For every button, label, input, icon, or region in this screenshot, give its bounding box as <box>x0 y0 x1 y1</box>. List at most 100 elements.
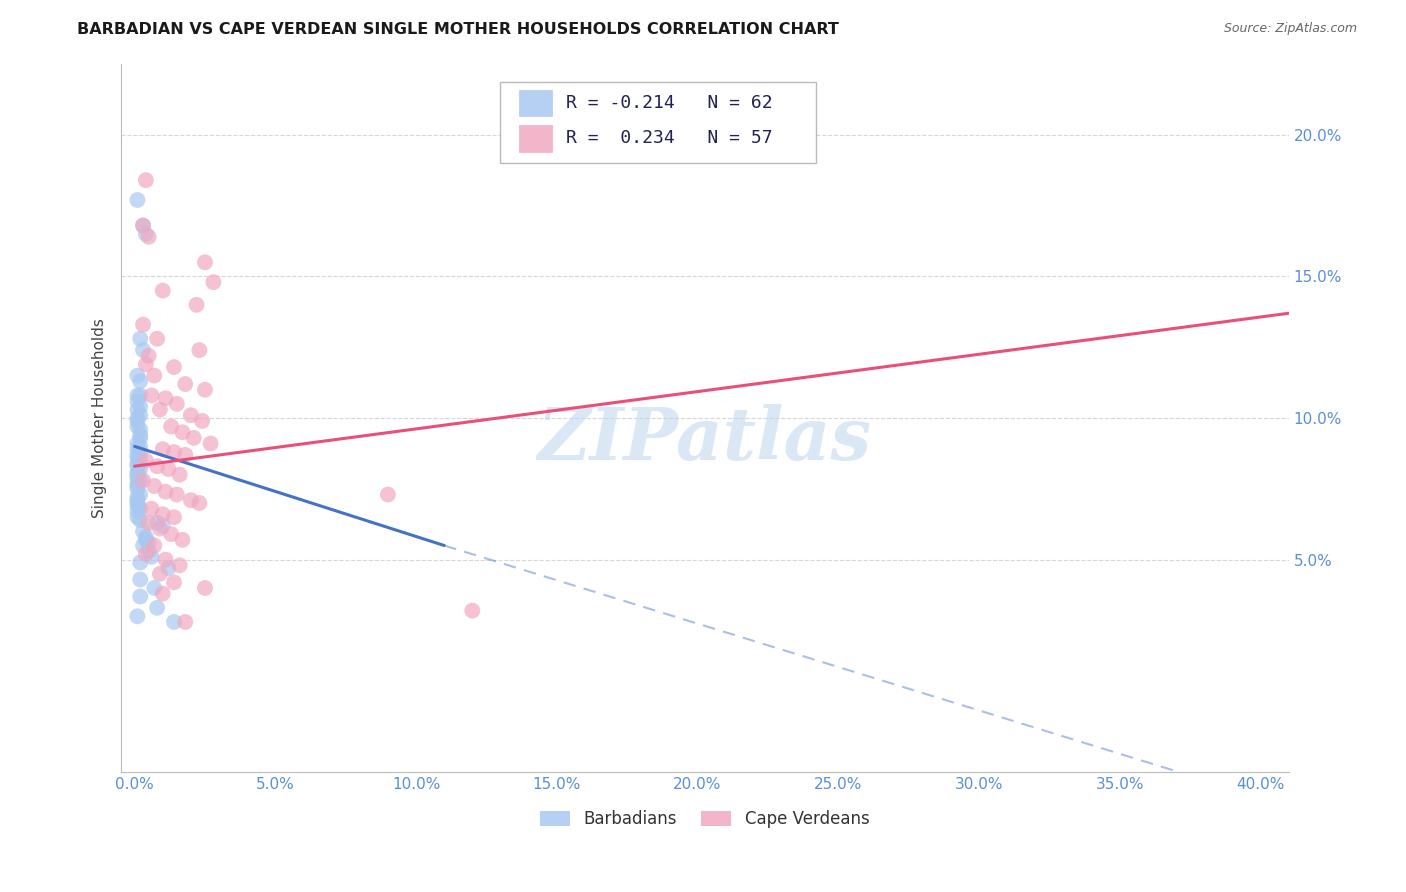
Text: BARBADIAN VS CAPE VERDEAN SINGLE MOTHER HOUSEHOLDS CORRELATION CHART: BARBADIAN VS CAPE VERDEAN SINGLE MOTHER … <box>77 22 839 37</box>
Point <box>135 530 157 544</box>
Point <box>138 229 160 244</box>
Point <box>143 581 166 595</box>
Point <box>163 360 186 375</box>
Point <box>138 349 160 363</box>
Point <box>135 357 157 371</box>
Point <box>132 539 155 553</box>
Point <box>141 501 163 516</box>
Point <box>174 448 197 462</box>
Point <box>138 535 160 549</box>
FancyBboxPatch shape <box>501 82 815 163</box>
Point <box>174 615 197 629</box>
Point <box>127 493 149 508</box>
Point <box>132 474 155 488</box>
Point <box>188 343 211 357</box>
Point <box>135 453 157 467</box>
Point <box>146 516 169 530</box>
Text: R = -0.214   N = 62: R = -0.214 N = 62 <box>565 94 772 112</box>
Point <box>129 513 152 527</box>
Point <box>129 428 152 442</box>
Point <box>127 436 149 450</box>
Point <box>127 504 149 518</box>
Point <box>138 516 160 530</box>
Legend: Barbadians, Cape Verdeans: Barbadians, Cape Verdeans <box>533 803 876 835</box>
Point <box>127 479 149 493</box>
Point <box>149 521 172 535</box>
Text: R =  0.234   N = 57: R = 0.234 N = 57 <box>565 129 772 147</box>
Point <box>129 445 152 459</box>
Point <box>166 487 188 501</box>
Point <box>152 442 174 457</box>
Point <box>188 496 211 510</box>
Point <box>129 408 152 422</box>
Point <box>127 402 149 417</box>
Point <box>183 431 205 445</box>
Point <box>155 552 177 566</box>
Point <box>377 487 399 501</box>
Point <box>127 414 149 428</box>
Point <box>132 219 155 233</box>
Point <box>127 456 149 470</box>
Text: Source: ZipAtlas.com: Source: ZipAtlas.com <box>1223 22 1357 36</box>
Point <box>186 298 208 312</box>
Point <box>127 465 149 479</box>
Point <box>160 527 183 541</box>
Point <box>152 587 174 601</box>
Point <box>157 462 180 476</box>
Point <box>149 402 172 417</box>
Point <box>129 487 152 501</box>
Point <box>127 388 149 402</box>
Point <box>129 388 152 402</box>
Point <box>129 400 152 414</box>
Point <box>129 590 152 604</box>
Point <box>127 368 149 383</box>
Point <box>135 173 157 187</box>
Point <box>127 411 149 425</box>
Point <box>160 419 183 434</box>
Point <box>127 491 149 505</box>
Point <box>127 442 149 457</box>
Point <box>172 425 194 440</box>
Point <box>191 414 214 428</box>
Point <box>129 431 152 445</box>
Point <box>129 573 152 587</box>
Point <box>132 524 155 539</box>
Point <box>163 510 186 524</box>
Point <box>152 518 174 533</box>
Y-axis label: Single Mother Households: Single Mother Households <box>93 318 107 518</box>
Point <box>127 459 149 474</box>
Point <box>129 474 152 488</box>
Point <box>141 388 163 402</box>
Point <box>129 374 152 388</box>
Point <box>163 615 186 629</box>
FancyBboxPatch shape <box>519 89 551 117</box>
Point <box>143 368 166 383</box>
Point <box>127 193 149 207</box>
Point <box>127 510 149 524</box>
Point <box>135 547 157 561</box>
Point <box>157 561 180 575</box>
Point <box>174 377 197 392</box>
Point <box>194 383 217 397</box>
Point <box>461 604 484 618</box>
Point <box>127 394 149 409</box>
Point <box>129 439 152 453</box>
Point <box>169 558 191 573</box>
Point <box>127 450 149 465</box>
Point <box>127 496 149 510</box>
Point <box>129 332 152 346</box>
Point <box>152 508 174 522</box>
Point <box>155 391 177 405</box>
Point <box>172 533 194 547</box>
Point <box>143 539 166 553</box>
Point <box>149 566 172 581</box>
Point <box>180 493 202 508</box>
Point <box>127 448 149 462</box>
Point <box>129 422 152 436</box>
Point <box>202 275 225 289</box>
Point <box>129 556 152 570</box>
Point <box>135 533 157 547</box>
Point <box>132 343 155 357</box>
Point <box>127 609 149 624</box>
Point <box>146 332 169 346</box>
